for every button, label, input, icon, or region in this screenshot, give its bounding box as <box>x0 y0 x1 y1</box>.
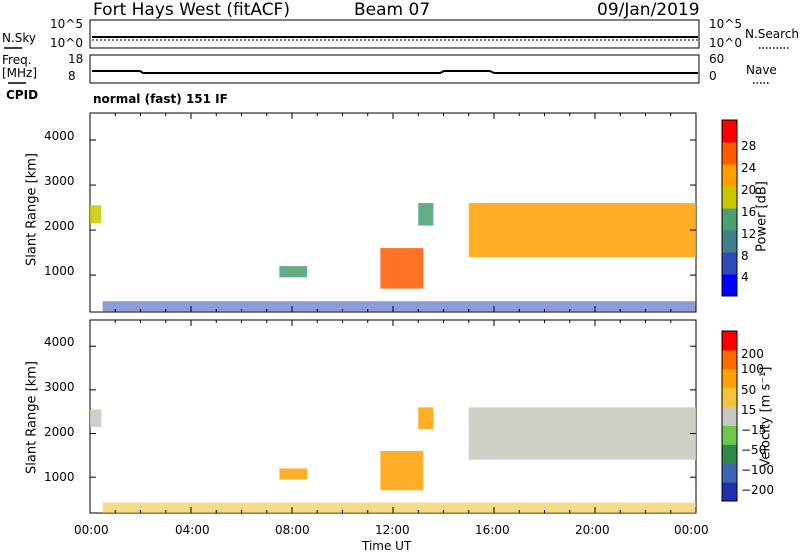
velocity-colorbar-swatch-5 <box>722 387 737 408</box>
power-near-range-band <box>102 301 696 312</box>
nsearch-label: N.Search <box>745 27 800 41</box>
nsky-tick-bottom: 10^0 <box>50 36 83 50</box>
power-ytick-2000: 2000 <box>44 219 75 233</box>
freq-unit: [MHz] <box>2 66 38 80</box>
velocity-feature-4 <box>468 407 696 460</box>
power-cb-tick-12: 12 <box>741 227 757 241</box>
velocity-ytick-2000: 2000 <box>44 425 75 439</box>
date-title: 09/Jan/2019 <box>597 0 700 20</box>
vel-cb-tick-50: 50 <box>741 383 757 397</box>
power-feature-0 <box>90 205 102 224</box>
power-feature-2 <box>380 248 424 289</box>
nsearch-tick-top: 10^5 <box>709 17 742 31</box>
nsky-strip-box <box>89 19 700 49</box>
velocity-ytick-4000: 4000 <box>44 335 75 349</box>
freq-label: Freq. <box>2 53 32 67</box>
velocity-feature-3 <box>418 407 434 430</box>
velocity-colorbar-swatch-3 <box>722 425 737 445</box>
velocity-colorbar-swatch-0 <box>722 482 737 502</box>
power-feature-4 <box>468 203 696 258</box>
freq-trace <box>92 70 698 74</box>
power-cb-tick-28: 28 <box>741 139 757 153</box>
power-colorbar-swatch-3 <box>722 208 737 231</box>
power-colorbar-swatch-0 <box>722 274 737 297</box>
velocity-colorbar-swatch-7 <box>722 349 737 370</box>
nave-tick-top: 60 <box>709 52 725 66</box>
vel-cb-tick-m50: −50 <box>741 443 767 457</box>
power-colorbar-swatch-6 <box>722 142 737 165</box>
xtick-3: 12:00 <box>375 523 410 537</box>
vel-cb-tick-100: 100 <box>741 362 764 376</box>
vel-cb-tick-200: 200 <box>741 347 764 361</box>
nave-tick-bottom: 0 <box>709 69 717 83</box>
power-feature-1 <box>279 266 308 278</box>
power-ytick-1000: 1000 <box>44 264 75 278</box>
power-colorbar-swatch-5 <box>722 164 737 187</box>
nsky-tick-top: 10^5 <box>50 17 83 31</box>
mode-text: normal (fast) 151 IF <box>93 92 228 106</box>
xtick-5: 20:00 <box>575 523 610 537</box>
nsky-label: N.Sky <box>2 31 37 45</box>
xtick-1: 04:00 <box>175 523 210 537</box>
vel-cb-tick-m200: −200 <box>741 483 774 497</box>
power-ytick-4000: 4000 <box>44 129 75 143</box>
power-colorbar-swatch-1 <box>722 252 737 275</box>
velocity-near-range-band <box>102 502 696 513</box>
velocity-feature-2 <box>380 450 424 491</box>
velocity-colorbar-swatch-4 <box>722 406 737 426</box>
velocity-colorbar-swatch-8 <box>722 331 737 351</box>
beam-title: Beam 07 <box>354 0 431 20</box>
vel-cb-tick-m15: −15 <box>741 423 767 437</box>
freq-strip-box <box>89 54 700 84</box>
vel-cb-tick-15: 15 <box>741 403 757 417</box>
x-axis-label: Time UT <box>362 539 412 553</box>
nave-label: Nave <box>746 63 777 77</box>
velocity-ytick-1000: 1000 <box>44 470 75 484</box>
freq-tick-top: 18 <box>68 52 84 66</box>
cpid-label: CPID <box>6 88 39 102</box>
nsearch-tick-bottom: 10^0 <box>709 36 742 50</box>
freq-tick-bottom: 8 <box>68 69 76 83</box>
power-cb-tick-24: 24 <box>741 161 757 175</box>
power-cb-tick-16: 16 <box>741 205 757 219</box>
power-colorbar-frame <box>721 119 738 297</box>
power-colorbar-swatch-4 <box>722 186 737 209</box>
xtick-2: 08:00 <box>275 523 310 537</box>
xtick-4: 16:00 <box>475 523 510 537</box>
power-colorbar-swatch-7 <box>722 120 737 143</box>
station-title: Fort Hays West (fitACF) <box>93 0 290 20</box>
velocity-colorbar-frame <box>721 330 738 502</box>
power-ytick-3000: 3000 <box>44 174 75 188</box>
power-colorbar-swatch-2 <box>722 230 737 253</box>
power-cb-tick-4: 4 <box>741 270 749 284</box>
vel-cb-tick-m100: −100 <box>741 463 774 477</box>
xtick-6: 00:00 <box>674 523 709 537</box>
velocity-feature-0 <box>90 409 102 427</box>
velocity-colorbar-swatch-1 <box>722 463 737 483</box>
power-cb-tick-8: 8 <box>741 249 749 263</box>
xtick-0: 00:00 <box>74 523 109 537</box>
power-feature-3 <box>418 203 434 226</box>
velocity-feature-1 <box>279 468 308 480</box>
power-cb-tick-20: 20 <box>741 183 757 197</box>
velocity-colorbar-swatch-6 <box>722 368 737 389</box>
velocity-colorbar-swatch-2 <box>722 444 737 464</box>
velocity-ytick-3000: 3000 <box>44 380 75 394</box>
